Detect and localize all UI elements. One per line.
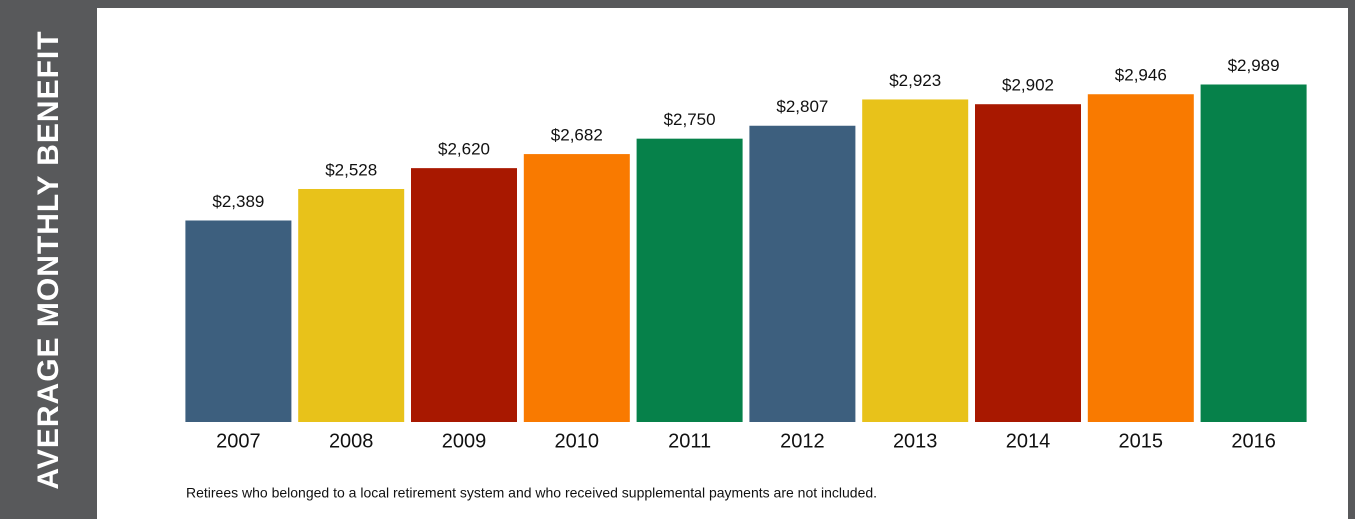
bar	[1200, 84, 1307, 422]
bar	[749, 125, 856, 422]
value-label: $2,528	[325, 160, 377, 179]
value-label: $2,989	[1228, 56, 1280, 75]
y-axis-label: AVERAGE MONTHLY BENEFIT	[32, 30, 65, 489]
x-tick-label: 2009	[442, 430, 487, 452]
x-tick-label: 2012	[780, 430, 825, 452]
value-label: $2,389	[212, 192, 264, 211]
footnote: Retirees who belonged to a local retirem…	[186, 485, 877, 501]
top-border	[0, 0, 1355, 8]
x-tick-label: 2010	[555, 430, 600, 452]
bar	[636, 138, 743, 422]
bar	[411, 168, 517, 422]
value-label: $2,902	[1002, 76, 1054, 95]
x-tick-label: 2016	[1231, 430, 1276, 452]
bar	[1087, 94, 1194, 423]
right-border	[1348, 0, 1355, 519]
value-label: $2,923	[889, 71, 941, 90]
bar	[298, 188, 405, 422]
x-tick-label: 2008	[329, 430, 374, 452]
value-label: $2,946	[1115, 66, 1167, 85]
value-label: $2,620	[438, 140, 490, 159]
value-label: $2,682	[551, 126, 603, 145]
bar	[975, 104, 1081, 423]
x-tick-label: 2011	[668, 430, 711, 452]
x-tick-label: 2015	[1119, 430, 1164, 452]
x-tick-label: 2007	[216, 430, 261, 452]
side-band	[0, 0, 97, 519]
value-label: $2,750	[664, 110, 716, 129]
x-tick-label: 2014	[1006, 430, 1051, 452]
x-tick-label: 2013	[893, 430, 938, 452]
bar	[185, 220, 292, 422]
bar	[862, 99, 969, 422]
value-label: $2,807	[776, 97, 828, 116]
bar	[523, 154, 630, 422]
